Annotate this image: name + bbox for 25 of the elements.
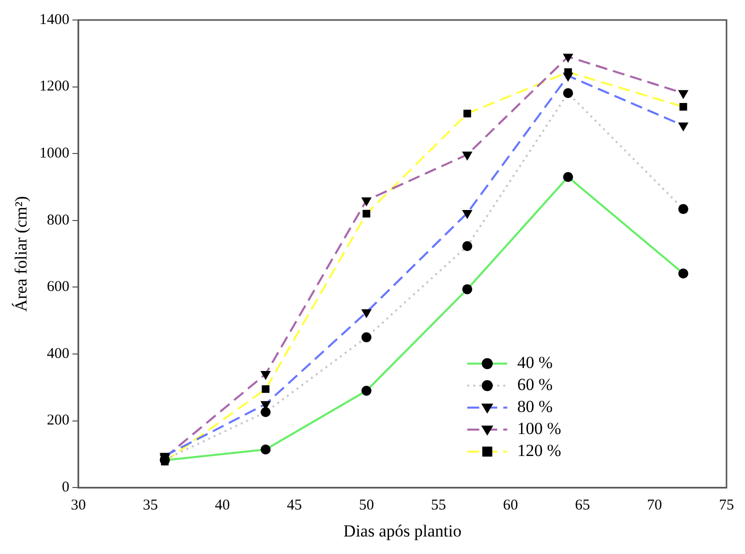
x-tick-label: 65 — [574, 498, 590, 514]
y-axis-title: Área foliar (cm²) — [12, 196, 31, 312]
x-tick-label: 30 — [70, 498, 86, 514]
x-tick-label: 50 — [358, 498, 374, 514]
x-tick-label: 75 — [719, 498, 734, 514]
legend-label: 60 % — [517, 375, 553, 394]
x-axis-title: Dias após plantio — [343, 521, 462, 540]
x-tick-label: 60 — [502, 498, 518, 514]
y-tick-label: 1000 — [39, 146, 70, 162]
x-tick-label: 55 — [430, 498, 446, 514]
legend-label: 80 % — [517, 397, 553, 416]
y-tick-label: 600 — [46, 279, 70, 296]
x-tick-label: 40 — [214, 498, 230, 514]
y-tick-label: 200 — [46, 412, 70, 429]
x-tick-label: 70 — [646, 498, 662, 514]
x-tick-label: 45 — [286, 498, 302, 514]
y-tick-label: 1200 — [39, 78, 70, 95]
legend-label: 100 % — [517, 419, 562, 438]
legend-label: 120 % — [517, 441, 562, 460]
legend-label: 40 % — [517, 353, 553, 372]
y-tick-label: 0 — [62, 480, 70, 496]
y-tick-label: 400 — [46, 346, 70, 362]
y-tick-label: 800 — [46, 212, 70, 228]
y-tick-label: 1400 — [39, 12, 70, 28]
x-tick-label: 35 — [142, 498, 158, 514]
